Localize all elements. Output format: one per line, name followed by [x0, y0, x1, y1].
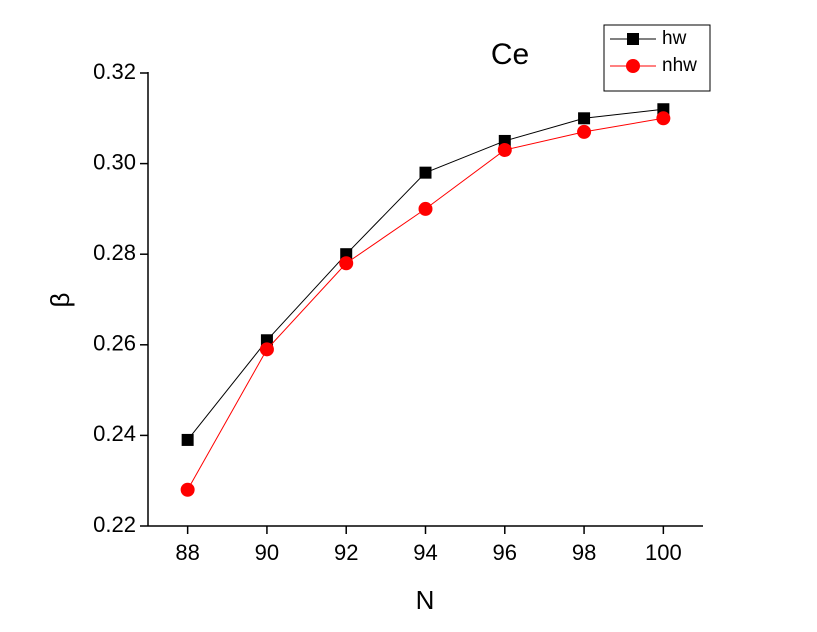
marker: [180, 482, 195, 497]
marker: [418, 201, 433, 216]
y-tick-label: 0.30: [93, 149, 136, 174]
marker: [259, 342, 274, 357]
legend-box: [603, 24, 711, 92]
marker: [577, 124, 592, 139]
y-tick-label: 0.28: [93, 240, 136, 265]
marker: [339, 256, 354, 271]
marker: [181, 433, 194, 446]
marker: [656, 111, 671, 126]
y-tick-label: 0.32: [93, 59, 136, 84]
x-tick-label: 94: [413, 540, 437, 565]
marker: [578, 112, 591, 125]
marker: [497, 143, 512, 158]
marker: [419, 166, 432, 179]
series-line: [187, 108, 664, 441]
x-tick-label: 88: [175, 540, 199, 565]
x-axis-label: N: [416, 585, 435, 615]
legend-marker: [626, 59, 640, 73]
y-tick-label: 0.22: [93, 512, 136, 537]
x-tick-label: 100: [645, 540, 682, 565]
x-tick-label: 90: [255, 540, 279, 565]
annotation: Ce: [491, 38, 529, 71]
y-tick-label: 0.24: [93, 421, 136, 446]
x-tick-label: 98: [572, 540, 596, 565]
x-tick-label: 92: [334, 540, 358, 565]
y-tick-label: 0.26: [93, 331, 136, 356]
legend-label: hw: [662, 28, 687, 49]
legend-label: nhw: [662, 55, 697, 76]
x-tick-label: 96: [493, 540, 517, 565]
y-axis-label: β: [45, 293, 75, 308]
legend-marker: [627, 33, 639, 45]
